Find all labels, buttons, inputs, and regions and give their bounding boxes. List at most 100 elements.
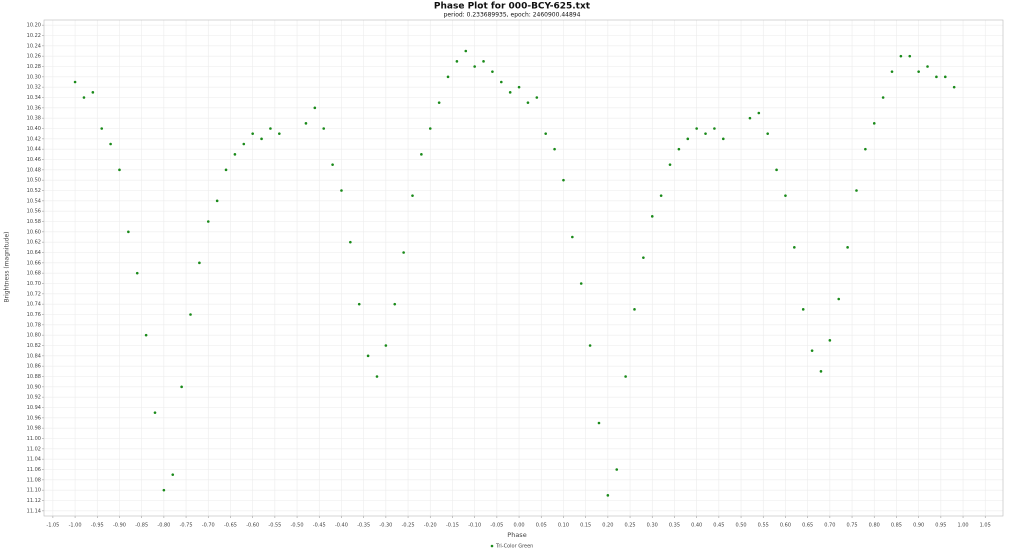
data-point [437, 101, 441, 104]
x-tick-label: -0.80 [157, 523, 170, 529]
y-tick-label: 10.58 [27, 219, 41, 225]
y-tick-label: 10.90 [27, 384, 41, 390]
data-point [189, 313, 192, 316]
chart-subtitle: period: 0.233689935, epoch: 2460900.4489… [444, 12, 581, 19]
data-point [242, 142, 246, 146]
data-point [828, 339, 832, 342]
x-tick-label: -0.30 [379, 523, 392, 529]
y-tick-label: 10.28 [27, 64, 41, 70]
y-tick-label: 11.04 [27, 457, 41, 463]
data-point [420, 153, 423, 156]
data-point [642, 256, 645, 259]
data-point [571, 235, 574, 239]
y-tick-label: 10.80 [27, 333, 41, 339]
x-tick-label: 1.05 [980, 523, 991, 529]
data-point [393, 302, 397, 306]
y-tick-label: 10.30 [27, 74, 41, 80]
x-tick-label: 0.35 [669, 523, 680, 529]
data-point [162, 488, 166, 492]
data-point [615, 468, 619, 471]
x-axis-title: Phase [507, 531, 526, 539]
x-tick-label: -0.15 [446, 523, 459, 529]
legend-marker [490, 544, 494, 548]
data-point [855, 189, 858, 192]
plot-frame [43, 19, 1004, 517]
y-tick-label: 11.06 [27, 467, 41, 473]
x-tick-label: -0.20 [424, 523, 437, 529]
data-point [695, 127, 698, 130]
data-point [357, 302, 361, 306]
y-tick-label: 11.12 [27, 498, 41, 504]
y-tick-label: 10.76 [27, 312, 41, 318]
data-point [313, 106, 317, 110]
data-point [553, 147, 556, 151]
y-axis-title: Brightness (magnitude) [4, 231, 11, 302]
data-point [127, 230, 130, 234]
y-tick-label: 10.70 [27, 281, 41, 287]
data-point [899, 54, 903, 58]
x-tick-label: 0.90 [913, 523, 924, 529]
data-point [864, 147, 867, 151]
y-tick-label: 11.14 [27, 508, 41, 514]
x-tick-label: 0.30 [647, 523, 658, 529]
x-tick-label: -0.25 [402, 523, 415, 529]
y-tick-label: 10.56 [27, 209, 41, 215]
data-point [82, 96, 86, 99]
x-tick-label: -0.65 [224, 523, 237, 529]
data-point [517, 85, 521, 89]
y-tick-label: 10.94 [27, 405, 41, 411]
y-tick-label: 10.72 [27, 291, 41, 297]
data-point [224, 168, 228, 172]
y-tick-label: 10.64 [27, 250, 41, 256]
data-point [455, 60, 459, 63]
data-point [668, 163, 672, 166]
data-point [340, 189, 343, 192]
data-point [375, 375, 379, 378]
data-point [872, 122, 876, 125]
x-tick-label: 0.80 [869, 523, 880, 529]
y-tick-label: 10.60 [27, 229, 41, 235]
data-point [464, 49, 468, 53]
data-point [801, 308, 805, 311]
data-point [793, 246, 796, 249]
x-tick-label: -0.70 [202, 523, 215, 529]
data-point [153, 411, 157, 414]
x-tick-label: 0.05 [536, 523, 547, 529]
data-point [952, 85, 956, 89]
x-tick-label: -0.40 [335, 523, 348, 529]
x-tick-label: -0.10 [468, 523, 481, 529]
data-point [135, 271, 139, 275]
data-point [100, 127, 104, 130]
x-tick-label: 0.70 [824, 523, 835, 529]
data-point [748, 116, 752, 120]
data-point [198, 261, 201, 265]
data-point [411, 194, 414, 197]
data-point [526, 101, 530, 104]
chart-title: Phase Plot for 000-BCY-625.txt [434, 2, 591, 12]
data-point [766, 132, 769, 135]
data-point [304, 122, 308, 125]
x-tick-label: -0.50 [291, 523, 304, 529]
x-tick-label: 0.40 [691, 523, 702, 529]
data-point [597, 421, 601, 425]
data-point [606, 494, 610, 497]
y-tick-label: 10.36 [27, 105, 41, 111]
data-point [491, 70, 494, 73]
y-tick-label: 10.84 [27, 353, 41, 359]
y-tick-label: 10.26 [27, 54, 41, 60]
y-tick-label: 10.92 [27, 395, 41, 401]
y-tick-label: 10.38 [27, 116, 41, 122]
x-tick-label: -0.90 [113, 523, 126, 529]
y-tick-label: 10.54 [27, 198, 41, 204]
data-point [810, 349, 814, 352]
y-tick-label: 10.82 [27, 343, 41, 349]
data-point [260, 137, 263, 141]
x-tick-label: 0.65 [802, 523, 813, 529]
data-point [677, 147, 681, 151]
x-tick-label: 0.10 [558, 523, 569, 529]
x-tick-label: 0.45 [713, 523, 724, 529]
data-point [579, 282, 583, 285]
data-point [775, 168, 778, 172]
